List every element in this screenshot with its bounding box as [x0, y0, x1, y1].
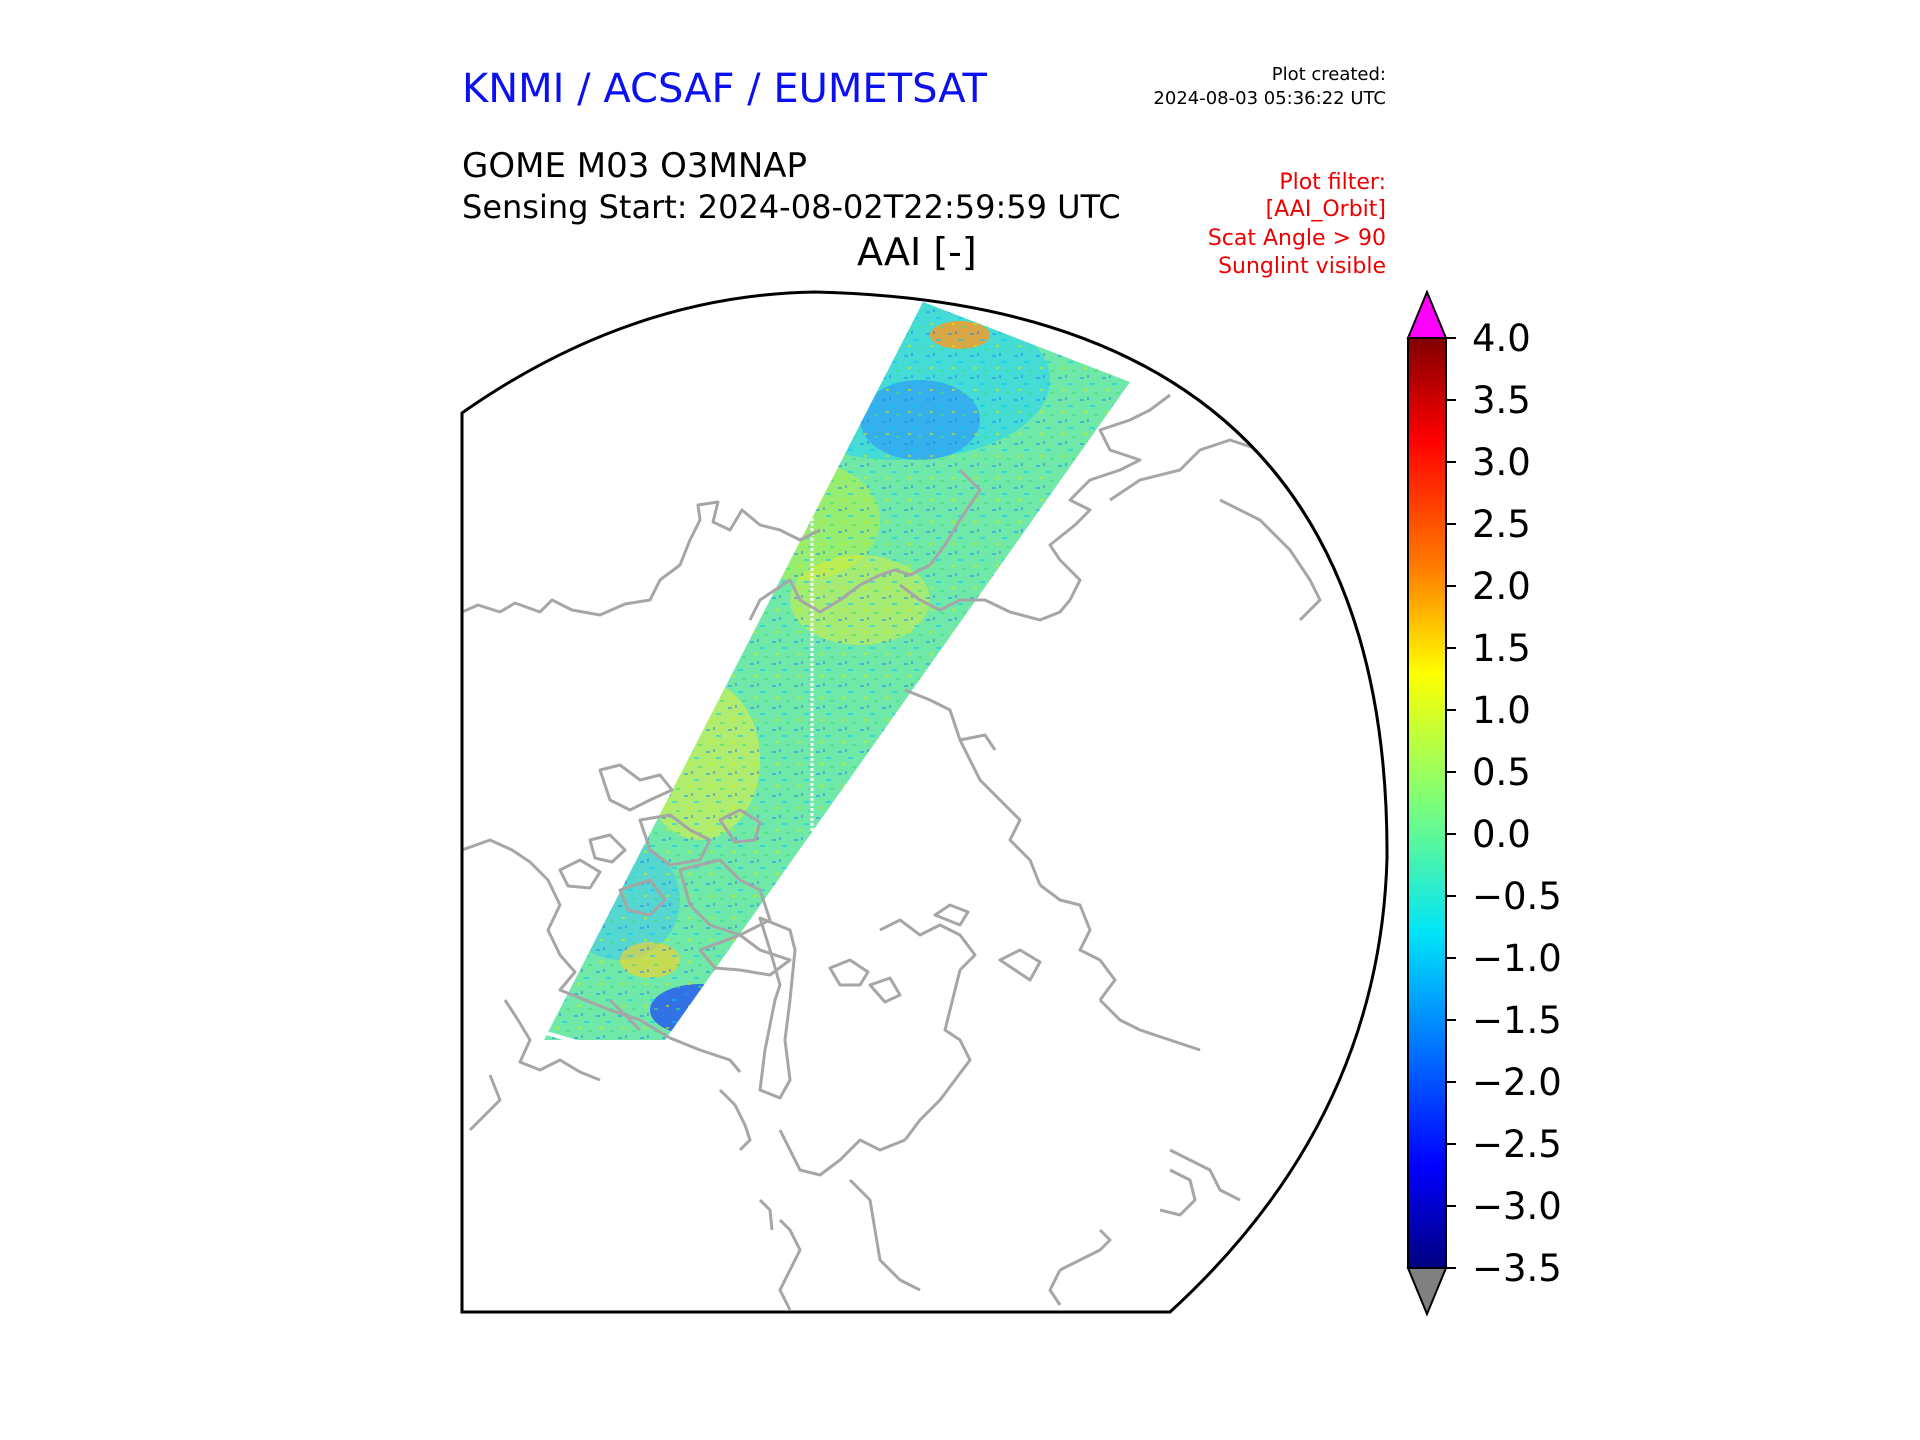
- colorbar-under-triangle: [1406, 1267, 1448, 1317]
- plot-created-label: Plot created:: [1271, 64, 1386, 85]
- colorbar-tick-label: −1.5: [1472, 999, 1562, 1042]
- filter-label: Plot filter:: [1279, 170, 1386, 195]
- colorbar-tick-label: 1.0: [1472, 689, 1531, 732]
- colorbar-tick-label: 4.0: [1472, 317, 1531, 360]
- colorbar-tick-label: 2.0: [1472, 565, 1531, 608]
- colorbar-tick-label: −2.0: [1472, 1061, 1562, 1104]
- colorbar-tick-label: −1.0: [1472, 937, 1562, 980]
- colorbar-over-triangle: [1406, 289, 1448, 339]
- colorbar-tick-label: 0.5: [1472, 751, 1531, 794]
- colorbar-gradient: [1407, 337, 1447, 1269]
- map-boundary: [460, 290, 1389, 1314]
- colorbar-tick-label: 0.0: [1472, 813, 1531, 856]
- colorbar-tick-label: −3.5: [1472, 1247, 1562, 1290]
- filter-scat-angle: Scat Angle > 90: [1207, 226, 1386, 251]
- colorbar-tick-label: −0.5: [1472, 875, 1562, 918]
- coastlines: [462, 393, 1322, 1311]
- product-name: GOME M03 O3MNAP: [462, 146, 808, 186]
- colorbar-ticks: 4.0 3.5 3.0 2.5 2.0 1.5 1.0 0.5 0.0 −0.5 −1.0 −1.5 −…: [1446, 317, 1562, 1290]
- sensing-start: Sensing Start: 2024-08-02T22:59:59 UTC: [462, 188, 1121, 226]
- filter-sunglint: Sunglint visible: [1218, 254, 1386, 279]
- colorbar-tick-label: 3.0: [1472, 441, 1531, 484]
- organization-title: KNMI / ACSAF / EUMETSAT: [462, 66, 987, 112]
- colorbar: 4.0 3.5 3.0 2.5 2.0 1.5 1.0 0.5 0.0 −0.5 −1.0 −1.5 −…: [1406, 289, 1562, 1317]
- filter-name: [AAI_Orbit]: [1265, 197, 1386, 222]
- variable-title: AAI [-]: [857, 230, 977, 274]
- colorbar-tick-label: 3.5: [1472, 379, 1531, 422]
- colorbar-tick-label: 1.5: [1472, 627, 1531, 670]
- colorbar-tick-label: 2.5: [1472, 503, 1531, 546]
- colorbar-tick-label: −3.0: [1472, 1185, 1562, 1228]
- plot-created-time: 2024-08-03 05:36:22 UTC: [1153, 88, 1386, 109]
- map-area: [462, 292, 1388, 1312]
- colorbar-tick-label: −2.5: [1472, 1123, 1562, 1166]
